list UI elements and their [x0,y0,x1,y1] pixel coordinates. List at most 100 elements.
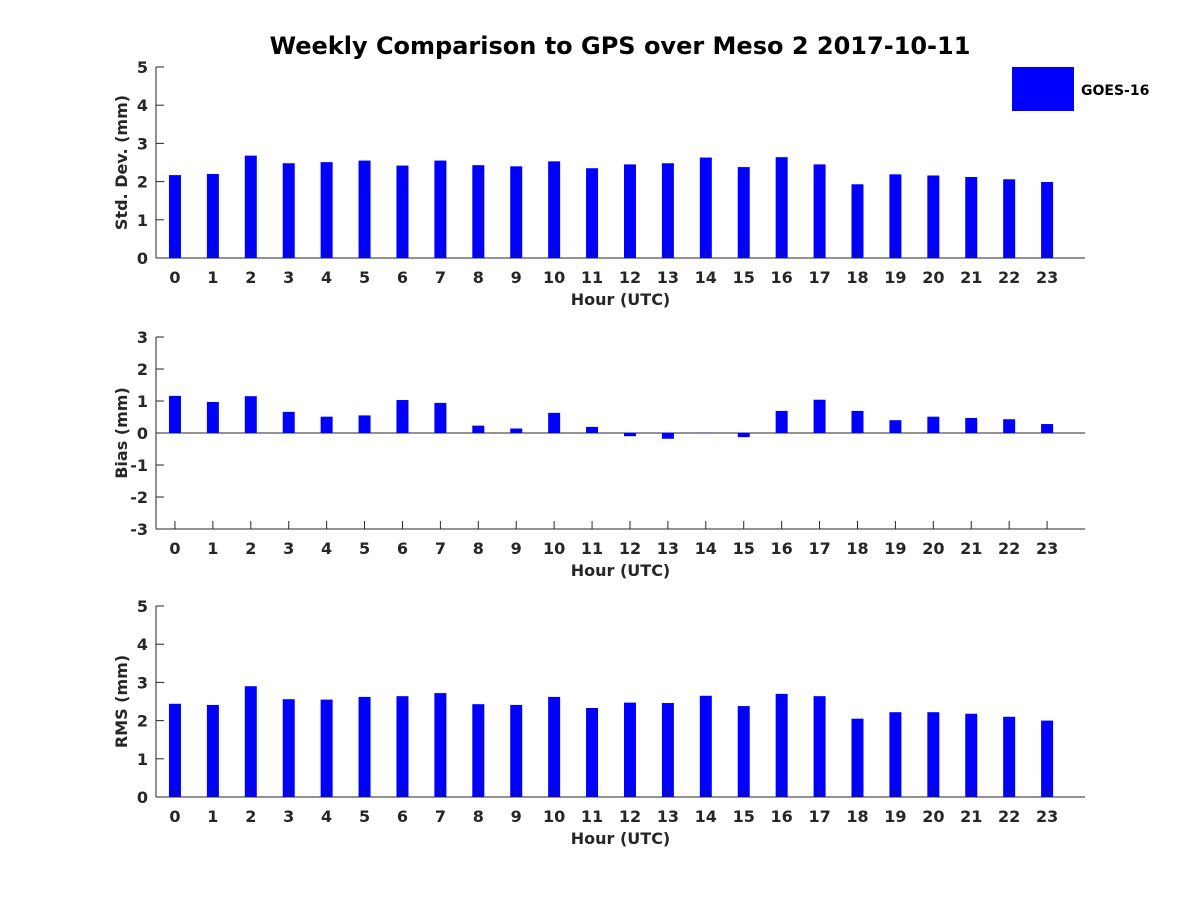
bias-x-tick-label: 4 [321,539,332,558]
std-dev-y-label: Std. Dev. (mm) [112,95,131,230]
bias-bar-23 [1041,424,1054,433]
std-dev-x-tick-label: 21 [960,268,982,287]
std-dev-x-tick-label: 9 [511,268,522,287]
rms-x-tick-label: 8 [473,807,484,826]
std-dev-bar-12 [623,164,636,258]
bias-x-tick-label: 6 [397,539,408,558]
bias-bar-15 [737,433,750,438]
bias-y-tick-label: 1 [137,392,148,411]
rms-bar-9 [510,704,523,797]
std-dev-x-tick-label: 7 [435,268,446,287]
bias-x-tick-label: 16 [771,539,793,558]
std-dev-bar-19 [889,174,902,258]
rms-bar-19 [889,712,902,797]
std-dev-bar-9 [510,166,523,258]
rms-bar-23 [1041,720,1054,797]
std-dev-bar-20 [927,175,940,258]
rms-x-tick-label: 22 [998,807,1020,826]
rms-x-tick-label: 12 [619,807,641,826]
std-dev-x-tick-label: 6 [397,268,408,287]
std-dev-x-tick-label: 19 [884,268,906,287]
std-dev-y-tick-label: 0 [137,249,148,268]
rms-bar-2 [244,686,257,797]
rms-x-tick-label: 4 [321,807,332,826]
bias-x-tick-label: 8 [473,539,484,558]
bias-x-tick-label: 9 [511,539,522,558]
std-dev-x-tick-label: 20 [922,268,944,287]
bias-x-tick-label: 13 [657,539,679,558]
bias-y-tick-label: -3 [130,520,148,539]
rms-bar-11 [586,707,599,797]
std-dev-y-tick-label: 1 [137,211,148,230]
std-dev-bar-1 [206,173,219,258]
bias-x-tick-label: 5 [359,539,370,558]
rms-y-tick-label: 3 [137,673,148,692]
bias-y-tick-label: 0 [137,424,148,443]
rms-x-tick-label: 2 [245,807,256,826]
std-dev-x-tick-label: 13 [657,268,679,287]
bias-x-tick-label: 11 [581,539,603,558]
std-dev-bar-23 [1041,181,1054,258]
rms-x-tick-label: 20 [922,807,944,826]
bias-y-tick-label: 2 [137,360,148,379]
std-dev-x-tick-label: 15 [733,268,755,287]
std-dev-x-tick-label: 2 [245,268,256,287]
bias-bar-8 [472,425,485,433]
std-dev-y-tick-label: 4 [137,96,148,115]
bias-bar-22 [1003,419,1016,433]
bias-x-tick-label: 0 [169,539,180,558]
rms-bar-3 [282,699,295,797]
std-dev-bar-0 [168,175,181,258]
bias-bar-11 [586,426,599,433]
rms-bar-6 [396,696,409,797]
rms-x-label: Hour (UTC) [571,829,671,848]
bias-bar-4 [320,416,333,433]
rms-x-tick-label: 3 [283,807,294,826]
std-dev-x-label: Hour (UTC) [571,290,671,309]
rms-bar-15 [737,706,750,797]
rms-y-tick-label: 4 [137,635,148,654]
std-dev-bar-17 [813,164,826,258]
rms-x-tick-label: 14 [695,807,717,826]
std-dev-x-tick-label: 17 [808,268,830,287]
rms-y-tick-label: 1 [137,750,148,769]
rms-bar-22 [1003,716,1016,797]
bias-bar-21 [965,417,978,433]
rms-x-tick-label: 21 [960,807,982,826]
bias-bar-3 [282,411,295,433]
bias-x-tick-label: 14 [695,539,717,558]
bias-x-tick-label: 15 [733,539,755,558]
rms-x-tick-label: 18 [846,807,868,826]
bias-bar-0 [168,395,181,433]
rms-y-label: RMS (mm) [112,655,131,748]
legend: GOES-16 [1012,67,1149,111]
std-dev-bar-11 [586,168,599,258]
bias-y-tick-label: 3 [137,328,148,347]
rms-x-tick-label: 1 [207,807,218,826]
rms-x-tick-label: 11 [581,807,603,826]
std-dev-x-tick-label: 22 [998,268,1020,287]
rms-bar-10 [548,696,561,797]
bias-bar-18 [851,410,864,433]
bias-bar-7 [434,402,447,433]
std-dev-x-tick-label: 0 [169,268,180,287]
figure-title: Weekly Comparison to GPS over Meso 2 201… [270,32,971,60]
rms-x-tick-label: 0 [169,807,180,826]
bias-bar-10 [548,412,561,433]
std-dev-bar-13 [661,163,674,258]
rms-y-tick-label: 5 [137,597,148,616]
std-dev-bar-22 [1003,179,1016,258]
rms-bar-0 [168,703,181,797]
bias-x-tick-label: 12 [619,539,641,558]
bias-x-label: Hour (UTC) [571,561,671,580]
bias-bar-6 [396,400,409,433]
std-dev-x-tick-label: 8 [473,268,484,287]
bias-bar-20 [927,416,940,433]
bias-x-tick-label: 1 [207,539,218,558]
std-dev-bar-14 [699,157,712,258]
bias-bar-13 [661,433,674,439]
bias-y-tick-label: -1 [130,456,148,475]
bias-x-tick-label: 23 [1036,539,1058,558]
